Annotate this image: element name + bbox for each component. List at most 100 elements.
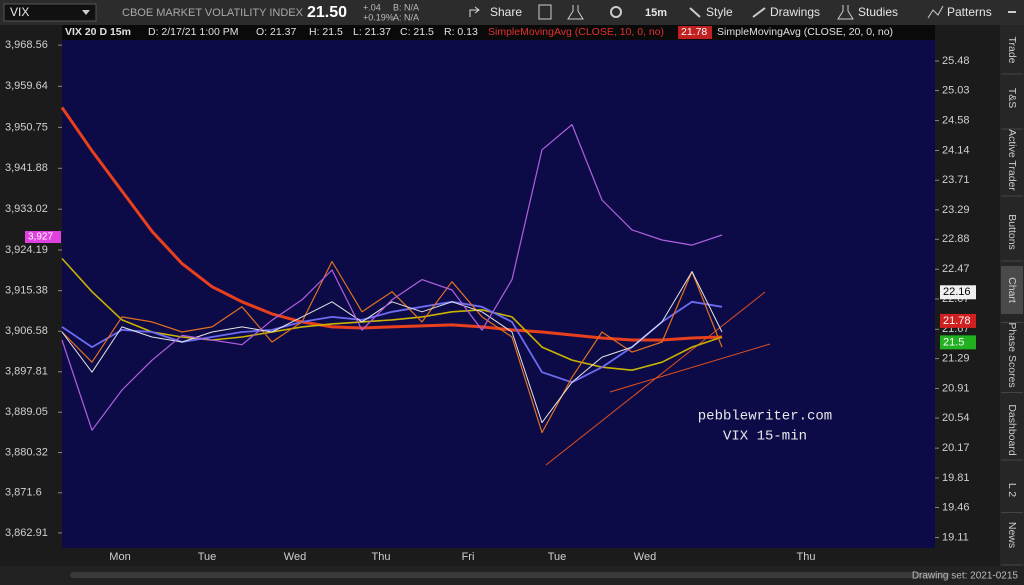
side-tab[interactable]: Buttons: [1006, 214, 1018, 250]
x-tick-label: Wed: [284, 551, 306, 563]
y2-tick-label: 23.71: [942, 174, 970, 186]
info-range: R: 0.13: [444, 26, 478, 38]
y2-tick-label: 19.11: [942, 531, 969, 543]
y-tick-label: 3,933.02: [5, 203, 48, 215]
y-tick-label: 3,941.88: [5, 162, 48, 174]
y2-marker: [940, 313, 976, 328]
last-price: 21.50: [307, 4, 347, 21]
info-open: O: 21.37: [256, 26, 296, 38]
x-tick-label: Wed: [634, 551, 656, 563]
info-chart: VIX 20 D 15m: [65, 26, 131, 38]
info-high: H: 21.5: [309, 26, 343, 38]
series-line: [61, 300, 723, 384]
y2-tick-label: 22.88: [942, 233, 970, 245]
change: +.04: [363, 2, 381, 12]
side-tab[interactable]: Chart: [1006, 277, 1018, 303]
info-close: C: 21.5: [400, 26, 434, 38]
patterns-button[interactable]: Patterns: [947, 5, 992, 19]
y2-marker-label: 21.5: [943, 336, 964, 348]
x-tick-label: Fri: [462, 551, 475, 563]
y-tick-label: 3,889.05: [5, 406, 48, 418]
studies-icon: [837, 5, 854, 20]
side-tab[interactable]: Trade: [1006, 36, 1018, 63]
patterns-icon: [927, 5, 944, 19]
note-icon[interactable]: [538, 4, 552, 20]
timeframe-button[interactable]: 15m: [645, 7, 667, 19]
side-tab[interactable]: News: [1006, 522, 1018, 548]
drawing-set: Drawing set: 2021-0215: [912, 571, 1019, 582]
y2-tick-label: 19.81: [942, 472, 970, 484]
price-marker-label: 3,927: [28, 232, 53, 243]
symbol-input[interactable]: [3, 3, 97, 22]
x-tick-label: Tue: [548, 551, 567, 563]
side-tab[interactable]: L 2: [1006, 483, 1018, 497]
y-tick-label: 3,880.32: [5, 446, 48, 458]
y-tick-label: 3,959.64: [5, 80, 48, 92]
annotation: pebblewriter.com: [698, 409, 832, 425]
y2-tick-label: 20.17: [942, 442, 970, 454]
y2-tick-label: 25.48: [942, 55, 970, 67]
share-icon: [469, 6, 480, 17]
y-tick-label: 3,897.81: [5, 366, 48, 378]
x-tick-label: Mon: [109, 551, 130, 563]
y-tick-label: 3,924.19: [5, 244, 48, 256]
scrollbar[interactable]: [70, 572, 950, 578]
y2-tick-label: 25.03: [942, 84, 970, 96]
y2-marker: [940, 335, 976, 350]
side-tab[interactable]: Phase Scores: [1006, 322, 1018, 387]
flask-icon[interactable]: [567, 5, 584, 20]
toolbar-bg: [0, 0, 1024, 25]
y2-tick-label: 24.14: [942, 144, 970, 156]
change-pct: +0.19%: [363, 12, 394, 22]
y-tick-label: 3,862.91: [5, 527, 48, 539]
style-button[interactable]: Style: [706, 5, 733, 19]
info-bar-bg: [62, 25, 935, 40]
y2-marker-label: 21.78: [943, 315, 971, 327]
side-tab[interactable]: Active Trader: [1006, 129, 1018, 191]
y2-marker: [940, 285, 976, 300]
y2-marker-label: 22.16: [943, 286, 971, 298]
series-line: [61, 257, 723, 371]
info-date: D: 2/17/21 1:00 PM: [148, 26, 238, 38]
drawings-button[interactable]: Drawings: [770, 5, 820, 19]
annotation: VIX 15-min: [723, 429, 807, 445]
y-tick-label: 3,915.38: [5, 285, 48, 297]
y-tick-label: 3,950.75: [5, 121, 48, 133]
y2-tick-label: 21.29: [942, 353, 970, 365]
y2-tick-label: 20.91: [942, 382, 970, 394]
info-sma20: SimpleMovingAvg (CLOSE, 20, 0, no): [717, 26, 893, 38]
bid: B: N/A: [393, 2, 419, 12]
series-line: [61, 271, 723, 424]
y-tick-label: 3,871.6: [5, 487, 42, 499]
studies-button[interactable]: Studies: [858, 5, 898, 19]
info-sma10-value: 21.78: [681, 26, 707, 38]
x-tick-label: Tue: [198, 551, 217, 563]
info-sma10-box: [678, 26, 712, 39]
side-tab[interactable]: Dashboard: [1006, 404, 1018, 456]
plot-area: [62, 25, 935, 548]
price-marker: [25, 231, 61, 244]
description: CBOE MARKET VOLATILITY INDEX: [122, 7, 304, 19]
share-button[interactable]: Share: [490, 5, 522, 19]
info-low: L: 21.37: [353, 26, 391, 38]
ask: A: N/A: [393, 12, 419, 22]
y-tick-label: 3,968.56: [5, 39, 48, 51]
x-tick-label: Thu: [372, 551, 391, 563]
style-icon: [689, 7, 701, 18]
plot: 3,968.56 3,959.64 3,950.75 3,941.88 3,933.02…: [5, 39, 976, 563]
info-sma10: SimpleMovingAvg (CLOSE, 10, 0, no): [488, 26, 664, 38]
y2-tick-label: 20.54: [942, 412, 970, 424]
y2-tick-label: 24.58: [942, 114, 970, 126]
side-tab[interactable]: T&S: [1006, 88, 1018, 108]
y-tick-label: 3,906.58: [5, 325, 48, 337]
y2-tick-label: 22.47: [942, 263, 970, 275]
series-line: [61, 124, 723, 431]
x-tick-label: Thu: [797, 551, 816, 563]
settings-icon[interactable]: [610, 6, 622, 18]
dropdown-icon: [82, 10, 90, 15]
series-line: [61, 260, 723, 434]
symbol: VIX: [10, 5, 29, 19]
y2-tick-label: 23.29: [942, 204, 970, 216]
trend-line[interactable]: [609, 343, 771, 393]
